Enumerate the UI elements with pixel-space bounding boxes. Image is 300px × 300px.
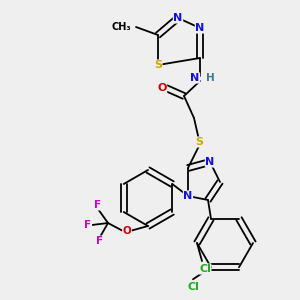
Text: N: N xyxy=(206,157,214,167)
Text: N: N xyxy=(173,13,183,23)
Text: N: N xyxy=(195,23,205,33)
Text: F: F xyxy=(94,200,102,210)
Text: Cl: Cl xyxy=(199,264,211,274)
Text: S: S xyxy=(195,137,203,147)
Text: H: H xyxy=(206,73,215,83)
Text: N: N xyxy=(190,73,200,83)
Text: F: F xyxy=(96,236,103,246)
Text: S: S xyxy=(154,60,162,70)
Text: O: O xyxy=(123,226,131,236)
Text: N: N xyxy=(183,191,193,201)
Text: O: O xyxy=(157,83,167,93)
Text: CH₃: CH₃ xyxy=(111,22,131,32)
Text: Cl: Cl xyxy=(187,282,199,292)
Text: F: F xyxy=(84,220,92,230)
